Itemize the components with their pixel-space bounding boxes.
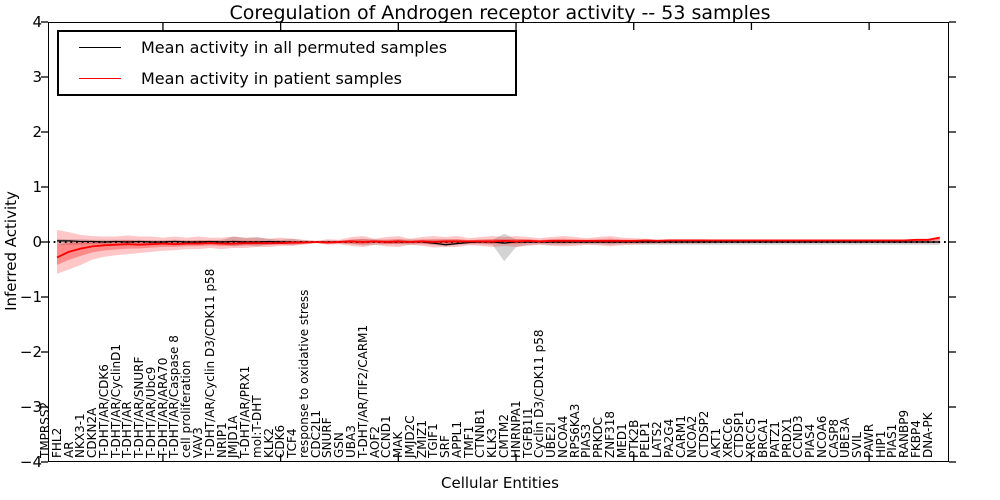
legend-label-patient: Mean activity in patient samples: [141, 68, 402, 88]
y-tick-label: 2: [32, 123, 42, 141]
chart-svg: [41, 21, 956, 463]
y-tick-label: −4: [19, 453, 42, 471]
y-tick-label: 1: [32, 178, 42, 196]
x-tick-label: T-DHT/AR/TIF2/CARM1: [355, 324, 370, 458]
x-axis-label: Cellular Entities: [441, 474, 559, 492]
x-tick-label: FHL2: [49, 427, 64, 458]
x-tick-label: T-DHT/AR/Cyclin D3/CDK11 p58: [202, 268, 217, 458]
legend-line-permuted-icon: [79, 47, 121, 49]
y-axis-label: Inferred Activity: [2, 191, 20, 311]
y-tick-label: −2: [19, 343, 42, 361]
patient-mean-line: [56, 236, 940, 259]
x-tick-label: PA2G4: [661, 418, 676, 458]
x-tick-label: PATZ1: [767, 421, 782, 458]
patient-band-inner: [57, 237, 940, 265]
x-tick-label: DNA-PK: [920, 412, 935, 458]
x-tick-label: MED1: [614, 423, 629, 458]
y-tick-label: 0: [32, 233, 42, 251]
y-tick-label: 4: [32, 13, 42, 31]
legend-entry-patient: Mean activity in patient samples: [59, 63, 515, 93]
legend-line-patient-icon: [79, 77, 121, 79]
permuted-mean-line: [57, 240, 940, 246]
legend-entry-permuted: Mean activity in all permuted samples: [59, 33, 515, 63]
x-tick-label: HNRNPA1: [508, 400, 523, 458]
legend-label-permuted: Mean activity in all permuted samples: [141, 38, 448, 58]
x-tick-label: NCOA6: [814, 415, 829, 458]
y-tick-label: 3: [32, 68, 42, 86]
y-tick-label: −3: [19, 398, 42, 416]
y-tick-label: −1: [19, 288, 42, 306]
chart-title: Coregulation of Androgen receptor activi…: [229, 2, 771, 24]
legend: Mean activity in all permuted samples Me…: [57, 30, 517, 96]
